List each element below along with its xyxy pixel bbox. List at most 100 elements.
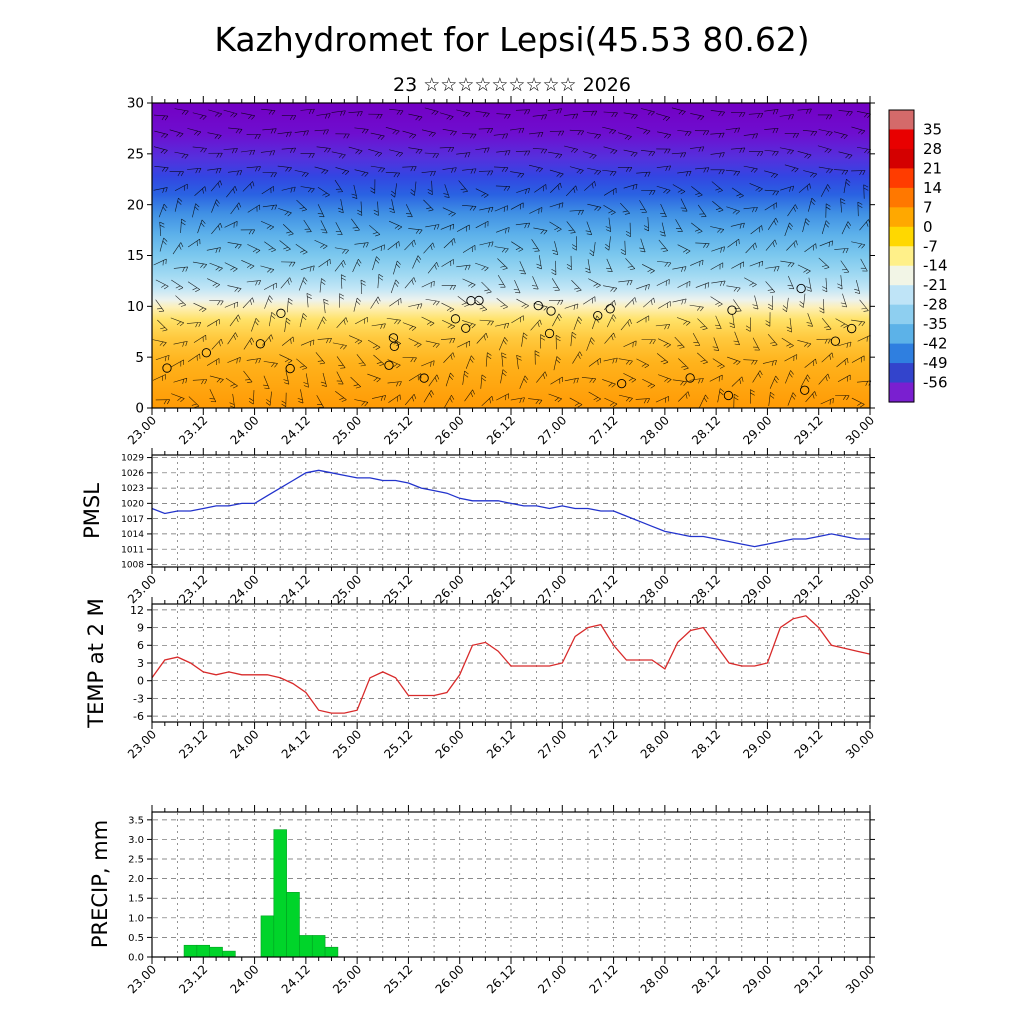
svg-text:29.00: 29.00: [740, 727, 774, 761]
svg-text:23.12: 23.12: [176, 727, 210, 761]
svg-text:26.00: 26.00: [433, 413, 467, 447]
svg-text:26.12: 26.12: [484, 413, 518, 447]
svg-text:27.12: 27.12: [586, 413, 620, 447]
svg-text:29.12: 29.12: [792, 413, 826, 447]
svg-text:25.00: 25.00: [330, 413, 364, 447]
svg-text:-3: -3: [133, 692, 144, 705]
svg-text:29.00: 29.00: [740, 572, 774, 606]
svg-text:9: 9: [137, 621, 144, 634]
date-subtitle: 23 ☆☆☆☆☆☆☆☆☆ 2026: [393, 74, 631, 96]
svg-text:25.12: 25.12: [381, 962, 415, 996]
svg-text:23.00: 23.00: [125, 962, 159, 996]
svg-text:23.00: 23.00: [125, 727, 159, 761]
page-title: Kazhydromet for Lepsi(45.53 80.62): [214, 20, 810, 59]
svg-text:29.12: 29.12: [792, 572, 826, 606]
cross-section-panel: 0 5 10 15 20 25 30 23.00 23.12 24.00 24.12 25.00 25.…: [125, 96, 877, 448]
svg-text:1023: 1023: [121, 484, 144, 494]
svg-text:25.12: 25.12: [381, 727, 415, 761]
svg-text:-14: -14: [923, 257, 948, 275]
svg-text:26.00: 26.00: [433, 727, 467, 761]
svg-text:0: 0: [135, 401, 144, 417]
svg-text:1029: 1029: [121, 454, 144, 464]
svg-text:23.00: 23.00: [125, 413, 159, 447]
svg-text:25.12: 25.12: [381, 572, 415, 606]
svg-text:3.0: 3.0: [128, 835, 144, 846]
svg-text:-42: -42: [923, 335, 948, 353]
svg-text:30.00: 30.00: [843, 962, 877, 996]
svg-text:35: 35: [923, 120, 942, 138]
svg-text:24.00: 24.00: [227, 413, 261, 447]
svg-text:28.12: 28.12: [689, 572, 723, 606]
svg-text:27.12: 27.12: [586, 572, 620, 606]
svg-text:30.00: 30.00: [843, 572, 877, 606]
svg-text:26.00: 26.00: [433, 572, 467, 606]
svg-text:2.0: 2.0: [128, 874, 144, 885]
svg-text:28.00: 28.00: [638, 413, 672, 447]
svg-text:24.00: 24.00: [227, 727, 261, 761]
svg-text:6: 6: [137, 639, 144, 652]
svg-text:3: 3: [137, 657, 144, 670]
svg-text:0.0: 0.0: [128, 953, 144, 964]
svg-text:2.5: 2.5: [128, 855, 144, 866]
svg-text:25: 25: [127, 147, 144, 163]
svg-text:1017: 1017: [121, 515, 144, 525]
svg-text:1026: 1026: [121, 469, 144, 479]
svg-text:30: 30: [127, 96, 144, 112]
svg-text:1.0: 1.0: [128, 913, 144, 924]
svg-text:-28: -28: [923, 296, 948, 314]
svg-text:-35: -35: [923, 315, 948, 333]
svg-text:0.5: 0.5: [128, 933, 144, 944]
svg-text:7: 7: [923, 198, 933, 216]
svg-text:-7: -7: [923, 237, 938, 255]
svg-text:24.12: 24.12: [279, 727, 313, 761]
svg-text:27.00: 27.00: [535, 572, 569, 606]
svg-text:-21: -21: [923, 276, 948, 294]
svg-text:24.00: 24.00: [227, 572, 261, 606]
svg-text:-56: -56: [923, 374, 948, 392]
svg-text:26.12: 26.12: [484, 727, 518, 761]
svg-text:-49: -49: [923, 354, 948, 372]
svg-text:23.12: 23.12: [176, 962, 210, 996]
svg-text:25.00: 25.00: [330, 572, 364, 606]
svg-text:26.12: 26.12: [484, 572, 518, 606]
svg-text:24.00: 24.00: [227, 962, 261, 996]
svg-text:1.5: 1.5: [128, 894, 144, 905]
svg-text:0: 0: [923, 218, 933, 236]
svg-text:-6: -6: [133, 710, 144, 723]
svg-text:28.12: 28.12: [689, 962, 723, 996]
svg-text:28.00: 28.00: [638, 962, 672, 996]
svg-text:27.12: 27.12: [586, 727, 620, 761]
svg-text:28.00: 28.00: [638, 572, 672, 606]
svg-text:26.12: 26.12: [484, 962, 518, 996]
svg-text:28: 28: [923, 140, 942, 158]
svg-text:27.12: 27.12: [586, 962, 620, 996]
svg-text:25.12: 25.12: [381, 413, 415, 447]
svg-text:1008: 1008: [121, 561, 144, 571]
svg-text:27.00: 27.00: [535, 413, 569, 447]
precip-panel: 3.5 3.0 2.5 2.0 1.5 1.0 0.5 0.023.00 23.12 24.00 2…: [125, 805, 877, 996]
svg-text:27.00: 27.00: [535, 727, 569, 761]
svg-text:30.00: 30.00: [843, 727, 877, 761]
svg-text:28.00: 28.00: [638, 727, 672, 761]
svg-text:5: 5: [135, 350, 144, 366]
svg-text:24.12: 24.12: [279, 572, 313, 606]
svg-text:23.00: 23.00: [125, 572, 159, 606]
svg-text:23.12: 23.12: [176, 572, 210, 606]
svg-text:3.5: 3.5: [128, 815, 144, 826]
svg-text:14: 14: [923, 179, 942, 197]
svg-text:12: 12: [130, 604, 144, 617]
svg-text:20: 20: [127, 197, 144, 213]
svg-text:27.00: 27.00: [535, 962, 569, 996]
svg-text:29.12: 29.12: [792, 962, 826, 996]
svg-text:1014: 1014: [121, 530, 144, 540]
svg-text:29.00: 29.00: [740, 413, 774, 447]
svg-text:29.12: 29.12: [792, 727, 826, 761]
svg-text:28.12: 28.12: [689, 727, 723, 761]
svg-text:0: 0: [137, 675, 144, 688]
svg-text:25.00: 25.00: [330, 962, 364, 996]
svg-text:23.12: 23.12: [176, 413, 210, 447]
svg-text:1011: 1011: [121, 545, 144, 555]
